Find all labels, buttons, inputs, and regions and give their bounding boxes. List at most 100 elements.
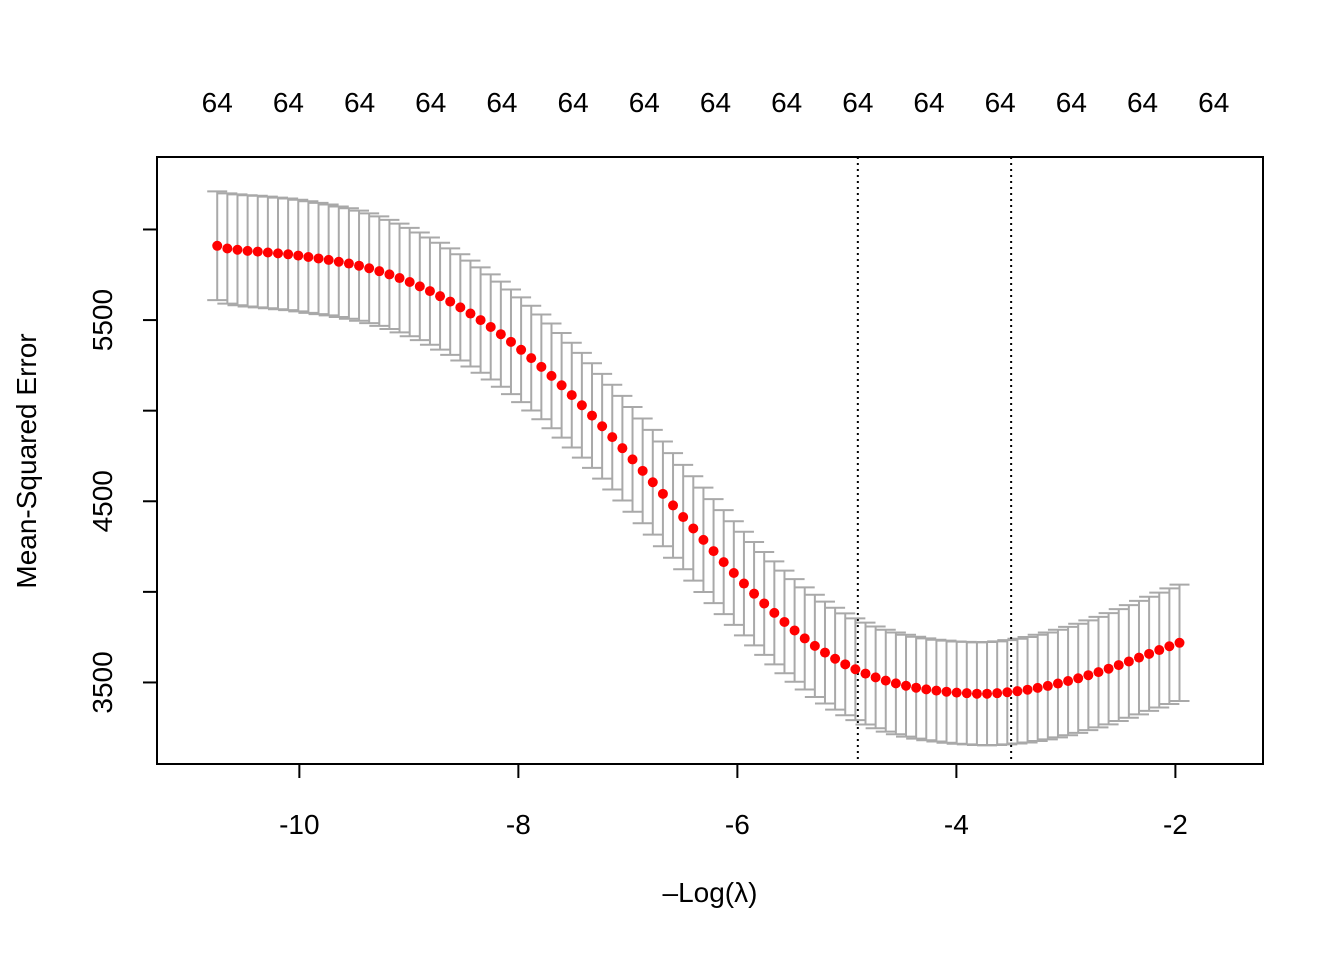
top-tick-label: 64 <box>273 87 304 118</box>
cvm-point <box>384 269 395 280</box>
cvm-point <box>941 686 952 697</box>
cvm-point <box>1144 648 1155 659</box>
cvm-point <box>222 243 233 254</box>
cvm-point <box>647 477 658 488</box>
cvm-point <box>637 465 648 476</box>
cvm-point <box>1123 656 1134 667</box>
cvm-point <box>1174 637 1185 648</box>
cvm-point <box>708 546 719 557</box>
x-axis: -10 -8 -6 -4 -2 <box>279 763 1188 840</box>
cvm-point <box>273 248 284 259</box>
cvm-point <box>505 336 516 347</box>
cvm-point <box>516 344 527 355</box>
y-axis: 3500 4500 5500 <box>87 228 158 714</box>
x-axis-title: –Log(λ) <box>663 877 758 908</box>
cvm-point <box>850 664 861 675</box>
cvm-point <box>597 421 608 432</box>
x-tick-label: -10 <box>279 809 319 840</box>
cvm-point <box>546 370 557 381</box>
x-tick-label: -4 <box>944 809 969 840</box>
top-tick-label: 64 <box>1127 87 1158 118</box>
cvm-point <box>424 286 435 297</box>
cvm-point <box>607 432 618 443</box>
cvm-point <box>556 380 567 391</box>
cvm-point <box>374 266 385 277</box>
top-tick-label: 64 <box>629 87 660 118</box>
cvm-point <box>495 329 506 340</box>
cvm-point <box>718 557 729 568</box>
cvm-point <box>1063 676 1074 687</box>
cvm-point <box>982 688 993 699</box>
cvm-point <box>343 258 354 269</box>
cvm-point <box>759 598 770 609</box>
y-axis-title: Mean-Squared Error <box>11 333 42 588</box>
cvm-point <box>819 647 830 658</box>
x-tick-label: -2 <box>1163 809 1188 840</box>
cvm-point <box>901 680 912 691</box>
top-tick-label: 64 <box>486 87 517 118</box>
cvm-point <box>475 315 486 326</box>
cvm-point <box>860 668 871 679</box>
cvm-point <box>313 253 324 264</box>
cvm-point <box>1032 682 1043 693</box>
top-tick-label: 64 <box>842 87 873 118</box>
cvm-point <box>566 390 577 401</box>
top-tick-label: 64 <box>558 87 589 118</box>
cvm-point <box>445 296 456 307</box>
cvm-point <box>455 302 466 313</box>
cvm-point <box>394 273 405 284</box>
top-tick-label: 64 <box>202 87 233 118</box>
cvm-point <box>799 633 810 644</box>
cvm-point <box>414 281 425 292</box>
cvm-point <box>1113 660 1124 671</box>
cvm-point <box>262 247 273 258</box>
top-tick-label: 64 <box>1198 87 1229 118</box>
cvm-point <box>526 353 537 364</box>
cvm-point <box>769 607 780 618</box>
y-tick-label: 4500 <box>87 470 118 532</box>
cvm-point <box>961 688 972 699</box>
cvm-point <box>1073 673 1084 684</box>
cvm-point <box>1103 663 1114 674</box>
cvm-point <box>789 625 800 636</box>
cvm-point <box>738 578 749 589</box>
cvm-point <box>627 454 638 465</box>
cvm-point <box>242 245 253 256</box>
cvm-point <box>354 260 365 271</box>
cvm-point <box>404 277 415 288</box>
cvm-point <box>1002 687 1013 698</box>
top-tick-label: 64 <box>771 87 802 118</box>
x-tick-label: -8 <box>506 809 531 840</box>
top-tick-label: 64 <box>985 87 1016 118</box>
cvm-point <box>293 250 304 261</box>
cvm-point <box>485 321 496 332</box>
cvm-point <box>911 682 922 693</box>
cvm-point <box>688 523 699 534</box>
cvm-point <box>992 688 1003 699</box>
cvm-point <box>465 308 476 319</box>
cvm-point <box>809 640 820 651</box>
cvm-point <box>252 246 263 257</box>
cvm-point <box>880 675 891 686</box>
cvm-point <box>617 443 628 454</box>
cvm-point <box>303 252 314 263</box>
cvm-point <box>576 400 587 411</box>
cvm-point <box>668 500 679 511</box>
cvm-point <box>536 361 547 372</box>
lambda-reference-lines <box>856 157 1013 764</box>
cvm-point <box>1154 645 1165 656</box>
cvm-point <box>749 588 760 599</box>
cvm-point <box>212 240 223 251</box>
y-tick-label: 3500 <box>87 651 118 713</box>
cvm-point <box>1022 684 1033 695</box>
cvm-point <box>1042 680 1053 691</box>
top-axis-counts: 64 64 64 64 64 64 64 64 64 64 64 64 64 64 64 <box>202 87 1230 118</box>
cvm-point <box>951 687 962 698</box>
cvm-point <box>1052 678 1063 689</box>
cvm-point <box>870 672 881 683</box>
cvm-point <box>1083 670 1094 681</box>
cvm-point <box>435 291 446 302</box>
top-tick-label: 64 <box>913 87 944 118</box>
cvm-point <box>921 684 932 695</box>
